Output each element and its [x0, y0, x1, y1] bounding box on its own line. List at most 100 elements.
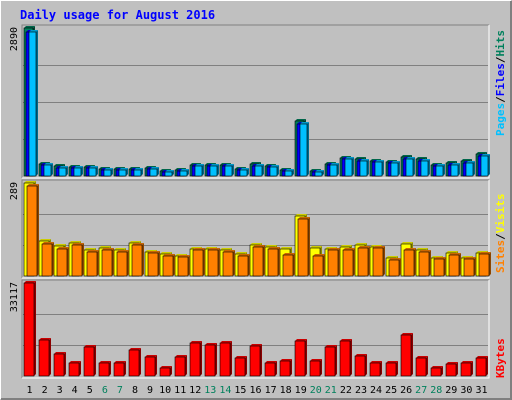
legend-visits-sites: Sites/Visits	[494, 194, 507, 274]
bar-face	[294, 340, 306, 377]
bar-face	[86, 251, 98, 277]
x-tick-label-day-24: 24	[370, 385, 382, 396]
bar-face	[144, 356, 156, 377]
bar-top	[24, 281, 36, 283]
x-tick-label-day-4: 4	[72, 385, 78, 396]
bar-side	[290, 359, 292, 376]
bar-top	[295, 214, 307, 216]
x-tick-label-day-30: 30	[460, 385, 472, 396]
bar-face	[460, 362, 472, 377]
bar-top	[44, 163, 53, 165]
bar-top	[42, 242, 54, 244]
bar-pages-day-18	[284, 169, 294, 177]
bar-top	[298, 217, 310, 219]
bar-kbytes-day-13	[204, 343, 217, 377]
bar-top	[205, 343, 217, 345]
bar-top	[24, 26, 35, 28]
chart-panels: 2890 289 33117	[9, 24, 491, 379]
bar-sites-day-2	[41, 242, 54, 277]
bar-sites-day-12	[192, 248, 205, 277]
bar-kbytes-day-8	[128, 348, 141, 377]
bar-face	[448, 254, 460, 277]
bar-side	[157, 167, 159, 176]
bar-sites-day-18	[282, 253, 295, 277]
chart-title: Daily usage for August 2016	[20, 8, 215, 22]
bar-side	[352, 157, 354, 176]
bar-face	[475, 357, 487, 377]
bar-face	[209, 165, 218, 177]
bar-face	[252, 246, 264, 277]
bar-side	[305, 339, 307, 376]
bar-face	[23, 282, 35, 377]
bar-top	[295, 119, 306, 121]
bar-kbytes-day-11	[174, 355, 187, 377]
bar-top	[39, 338, 51, 340]
bar-pages-day-19	[299, 122, 309, 177]
bar-side	[64, 352, 66, 376]
bar-face	[430, 367, 442, 377]
bar-face	[342, 249, 354, 277]
bar-side	[200, 341, 202, 376]
bar-top	[461, 361, 473, 363]
panel-frame-dark	[21, 24, 489, 178]
bar-face	[297, 218, 309, 277]
bar-top	[129, 241, 141, 243]
bar-pages-day-29	[450, 163, 460, 177]
panel-frame-dark	[21, 179, 489, 278]
bar-top	[419, 250, 431, 252]
bar-top	[180, 169, 189, 171]
x-tick-label-day-27: 27	[415, 385, 427, 396]
bar-top	[375, 160, 384, 162]
bar-sites-day-23	[357, 246, 370, 277]
bar-sites-day-14	[222, 250, 235, 277]
bar-side	[320, 359, 322, 376]
bar-side	[215, 343, 217, 376]
bar-side	[353, 248, 355, 276]
panel-hits-files-pages: 2890	[9, 24, 490, 179]
bar-kbytes-day-2	[38, 338, 51, 377]
x-tick-label-day-28: 28	[430, 385, 442, 396]
bar-top	[148, 251, 160, 253]
panel-frame-light	[22, 180, 490, 279]
bar-face	[239, 169, 248, 177]
bar-face	[68, 362, 80, 377]
bar-side	[82, 243, 84, 276]
bar-side	[398, 161, 400, 176]
bar-face	[329, 164, 338, 177]
bar-side	[368, 246, 370, 276]
bar-sites-day-19	[297, 217, 310, 277]
bar-top	[238, 254, 250, 256]
bar-side	[170, 366, 172, 376]
bar-face	[480, 155, 489, 177]
bar-top	[220, 341, 232, 343]
bar-pages-day-13	[209, 164, 219, 177]
bar-sites-day-17	[267, 247, 280, 277]
bar-top	[373, 246, 385, 248]
bar-top	[114, 248, 126, 250]
bar-face	[374, 161, 383, 177]
bar-side	[37, 184, 39, 276]
bar-face	[53, 353, 65, 377]
bar-side	[413, 157, 415, 176]
bar-face	[133, 169, 142, 177]
bar-face	[177, 256, 189, 277]
bar-side	[247, 168, 249, 176]
bar-face	[162, 255, 174, 277]
bar-sites-day-16	[252, 245, 265, 277]
bar-face	[357, 247, 369, 277]
bar-top	[476, 152, 487, 154]
bar-face	[43, 164, 52, 177]
bar-top	[39, 239, 51, 241]
bar-pages-day-27	[420, 159, 430, 177]
bar-side	[426, 356, 428, 376]
bar-top	[436, 164, 445, 166]
bar-side	[188, 255, 190, 276]
bar-sites-day-26	[403, 248, 416, 277]
bar-side	[139, 348, 141, 376]
bar-top	[451, 163, 460, 165]
x-tick-label-day-25: 25	[385, 385, 397, 396]
bar-side	[94, 345, 96, 376]
